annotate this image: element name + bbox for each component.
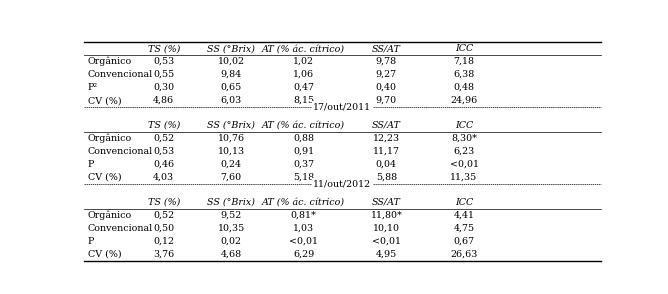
Text: <0,01: <0,01 bbox=[289, 237, 318, 246]
Text: TS (%): TS (%) bbox=[148, 121, 180, 130]
Text: 11/out/2012: 11/out/2012 bbox=[313, 180, 371, 188]
Text: TS (%): TS (%) bbox=[148, 198, 180, 207]
Text: 0,46: 0,46 bbox=[153, 160, 174, 169]
Text: P: P bbox=[88, 237, 94, 246]
Text: 0,53: 0,53 bbox=[153, 57, 174, 66]
Text: 0,81*: 0,81* bbox=[291, 211, 317, 220]
Text: 0,30: 0,30 bbox=[153, 83, 174, 92]
Text: TS (%): TS (%) bbox=[148, 44, 180, 53]
Text: 24,96: 24,96 bbox=[450, 96, 478, 105]
Text: 0,53: 0,53 bbox=[153, 147, 174, 156]
Text: ICC: ICC bbox=[455, 121, 473, 130]
Text: 10,76: 10,76 bbox=[218, 134, 244, 143]
Text: 9,84: 9,84 bbox=[220, 70, 242, 79]
Text: 0,47: 0,47 bbox=[293, 83, 314, 92]
Text: P²: P² bbox=[88, 83, 98, 92]
Text: 0,50: 0,50 bbox=[153, 224, 174, 233]
Text: 10,10: 10,10 bbox=[373, 224, 400, 233]
Text: 5,18: 5,18 bbox=[293, 173, 314, 182]
Text: 11,17: 11,17 bbox=[373, 147, 400, 156]
Text: 1,03: 1,03 bbox=[293, 224, 314, 233]
Text: 10,35: 10,35 bbox=[217, 224, 244, 233]
Text: 0,24: 0,24 bbox=[220, 160, 242, 169]
Text: 0,48: 0,48 bbox=[454, 83, 474, 92]
Text: ICC: ICC bbox=[455, 44, 473, 53]
Text: 4,68: 4,68 bbox=[220, 250, 242, 259]
Text: 9,52: 9,52 bbox=[220, 211, 242, 220]
Text: CV (%): CV (%) bbox=[88, 250, 122, 259]
Text: 6,38: 6,38 bbox=[454, 70, 475, 79]
Text: 5,88: 5,88 bbox=[376, 173, 397, 182]
Text: 0,52: 0,52 bbox=[153, 134, 174, 143]
Text: 8,15: 8,15 bbox=[293, 96, 314, 105]
Text: 17/out/2011: 17/out/2011 bbox=[313, 103, 371, 112]
Text: 0,67: 0,67 bbox=[454, 237, 474, 246]
Text: 9,27: 9,27 bbox=[376, 70, 397, 79]
Text: SS/AT: SS/AT bbox=[372, 198, 401, 207]
Text: 0,02: 0,02 bbox=[220, 237, 242, 246]
Text: 0,04: 0,04 bbox=[376, 160, 397, 169]
Text: Convencional: Convencional bbox=[88, 224, 153, 233]
Text: 4,95: 4,95 bbox=[375, 250, 397, 259]
Text: 4,75: 4,75 bbox=[454, 224, 474, 233]
Text: SS (°Brix): SS (°Brix) bbox=[207, 121, 255, 130]
Text: 6,29: 6,29 bbox=[293, 250, 314, 259]
Text: CV (%): CV (%) bbox=[88, 96, 122, 105]
Text: CV (%): CV (%) bbox=[88, 173, 122, 182]
Text: 3,76: 3,76 bbox=[153, 250, 174, 259]
Text: 4,86: 4,86 bbox=[153, 96, 174, 105]
Text: SS/AT: SS/AT bbox=[372, 44, 401, 53]
Text: 1,02: 1,02 bbox=[293, 57, 314, 66]
Text: 0,91: 0,91 bbox=[293, 147, 314, 156]
Text: 7,60: 7,60 bbox=[220, 173, 242, 182]
Text: <0,01: <0,01 bbox=[450, 160, 478, 169]
Text: 0,88: 0,88 bbox=[293, 134, 314, 143]
Text: 10,02: 10,02 bbox=[218, 57, 244, 66]
Text: AT (% ác. cítrico): AT (% ác. cítrico) bbox=[262, 198, 345, 207]
Text: SS (°Brix): SS (°Brix) bbox=[207, 198, 255, 207]
Text: 9,70: 9,70 bbox=[376, 96, 397, 105]
Text: 4,03: 4,03 bbox=[153, 173, 174, 182]
Text: 0,55: 0,55 bbox=[153, 70, 174, 79]
Text: 0,65: 0,65 bbox=[220, 83, 242, 92]
Text: 6,03: 6,03 bbox=[220, 96, 242, 105]
Text: Orgânico: Orgânico bbox=[88, 134, 132, 143]
Text: AT (% ác. cítrico): AT (% ác. cítrico) bbox=[262, 44, 345, 53]
Text: 11,35: 11,35 bbox=[450, 173, 478, 182]
Text: Convencional: Convencional bbox=[88, 147, 153, 156]
Text: 7,18: 7,18 bbox=[454, 57, 474, 66]
Text: <0,01: <0,01 bbox=[372, 237, 401, 246]
Text: SS/AT: SS/AT bbox=[372, 121, 401, 130]
Text: AT (% ác. cítrico): AT (% ác. cítrico) bbox=[262, 121, 345, 130]
Text: 11,80*: 11,80* bbox=[371, 211, 402, 220]
Text: Orgânico: Orgânico bbox=[88, 57, 132, 66]
Text: 1,06: 1,06 bbox=[293, 70, 314, 79]
Text: 4,41: 4,41 bbox=[454, 211, 474, 220]
Text: 8,30*: 8,30* bbox=[451, 134, 477, 143]
Text: P: P bbox=[88, 160, 94, 169]
Text: Orgânico: Orgânico bbox=[88, 211, 132, 220]
Text: 0,12: 0,12 bbox=[153, 237, 174, 246]
Text: ICC: ICC bbox=[455, 198, 473, 207]
Text: 6,23: 6,23 bbox=[454, 147, 475, 156]
Text: 12,23: 12,23 bbox=[373, 134, 400, 143]
Text: 0,37: 0,37 bbox=[293, 160, 314, 169]
Text: 9,78: 9,78 bbox=[376, 57, 397, 66]
Text: 10,13: 10,13 bbox=[218, 147, 244, 156]
Text: 0,40: 0,40 bbox=[376, 83, 397, 92]
Text: 0,52: 0,52 bbox=[153, 211, 174, 220]
Text: Convencional: Convencional bbox=[88, 70, 153, 79]
Text: 26,63: 26,63 bbox=[450, 250, 478, 259]
Text: SS (°Brix): SS (°Brix) bbox=[207, 44, 255, 53]
